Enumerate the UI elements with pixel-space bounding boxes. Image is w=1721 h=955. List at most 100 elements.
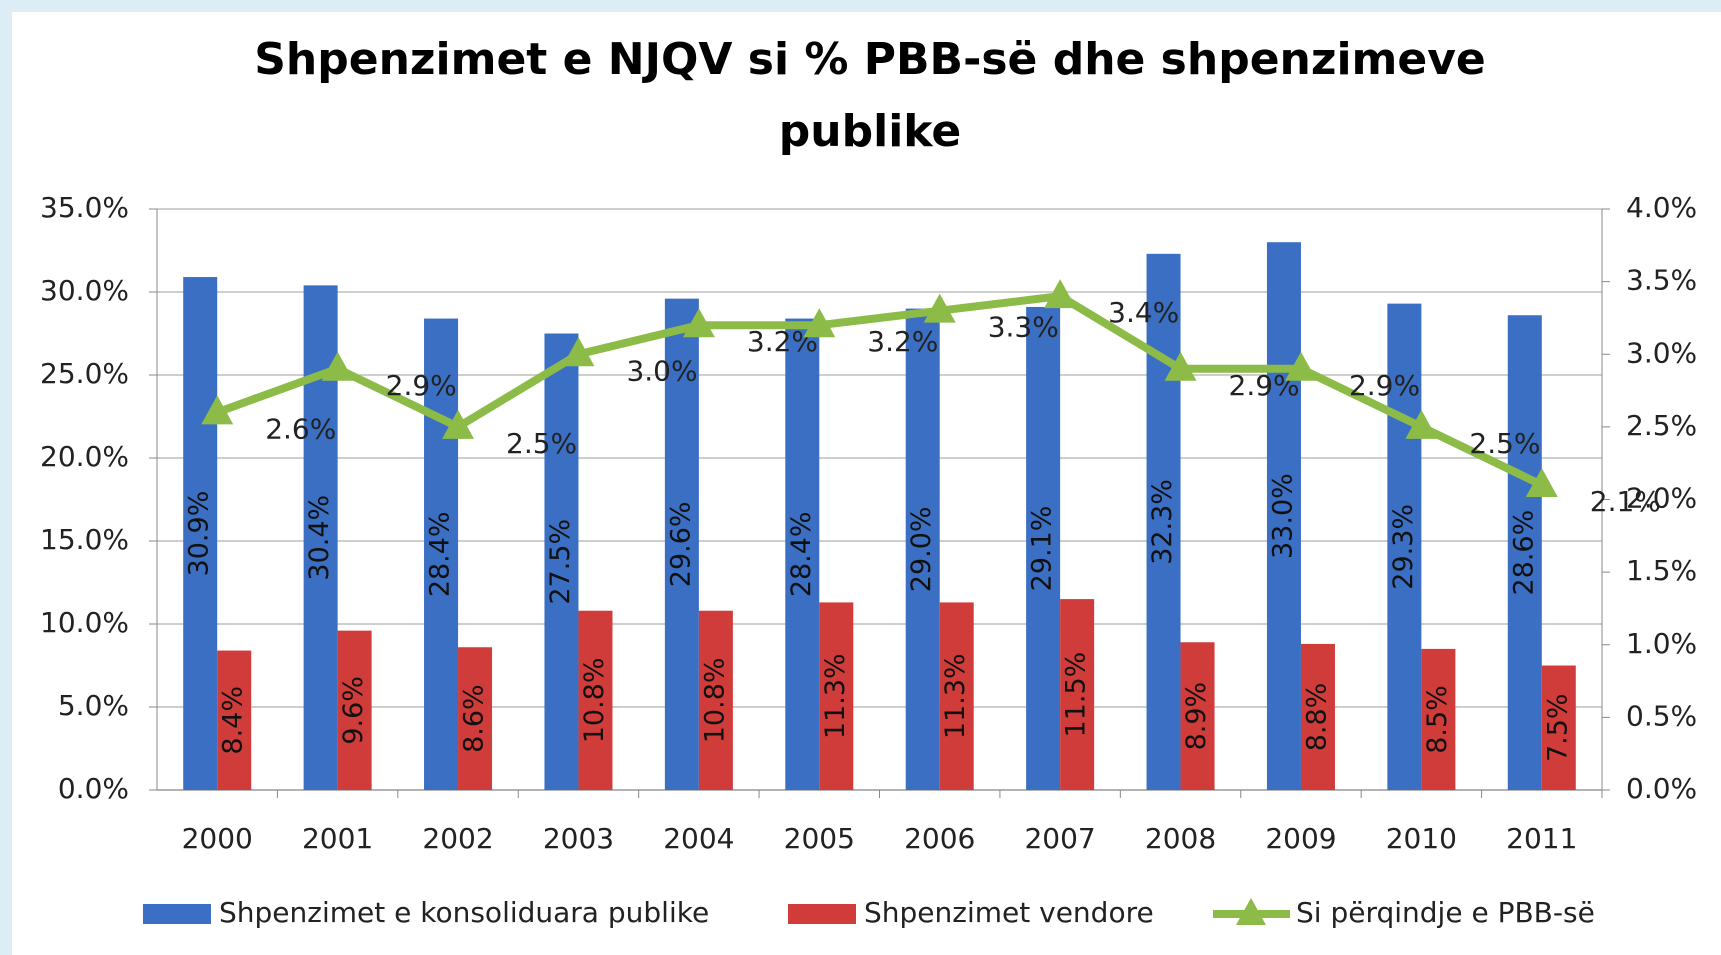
line-marker [442,409,475,439]
line-value-label: 2.9% [386,369,457,402]
bar-value-label: 29.1% [1027,506,1058,592]
line-value-label: 3.3% [988,311,1059,344]
bar-value-label: 30.9% [184,491,215,577]
x-tick-label: 2005 [784,822,855,855]
x-tick-label: 2010 [1386,822,1457,855]
bar [1541,665,1576,790]
line-value-label: 3.2% [747,325,818,358]
y2-tick-label: 2.5% [1626,409,1697,442]
bar-value-label: 11.5% [1061,652,1092,738]
bar-value-label: 7.5% [1542,693,1573,762]
bar-value-label: 11.3% [820,653,851,739]
x-tick-label: 2000 [182,822,253,855]
line-value-label: 3.2% [867,325,938,358]
bar-value-label: 33.0% [1267,473,1298,559]
bar-value-label: 8.6% [459,684,490,753]
y-tick-label: 20.0% [40,440,129,473]
y2-tick-label: 2.0% [1626,482,1697,515]
bar [578,610,613,790]
bar [905,308,940,790]
bar-value-label: 8.8% [1301,683,1332,752]
line-marker [1525,467,1558,497]
bar [664,298,699,790]
y-tick-label: 30.0% [40,274,129,307]
bar [1507,315,1542,790]
y2-tick-label: 1.0% [1626,627,1697,660]
bar [183,277,218,790]
line-marker [682,308,715,338]
y2-tick-label: 3.0% [1626,336,1697,369]
bar-value-label: 29.0% [906,506,937,592]
y2-tick-label: 0.0% [1626,772,1697,805]
x-tick-label: 2001 [302,822,373,855]
bar-value-label: 11.3% [940,653,971,739]
bar-value-label: 10.8% [579,657,610,743]
legend-label: Shpenzimet e konsoliduara publike [219,896,709,929]
legend-swatch [788,904,856,924]
bar [698,610,733,790]
bar [1387,303,1422,790]
bar [1180,642,1215,790]
bar-value-label: 30.4% [304,495,335,581]
line-marker [803,308,836,338]
bar-value-label: 32.3% [1147,479,1178,565]
bar [458,647,493,790]
bar [1421,648,1456,790]
line-marker [562,337,595,367]
bar [819,602,854,790]
bar [337,630,372,790]
bar [1266,242,1301,790]
x-tick-label: 2006 [904,822,975,855]
bar [424,318,459,790]
bar-value-label: 28.4% [786,511,817,597]
chart-title: Shpenzimet e NJQV si % PBB-së dhe shpenz… [254,34,1486,157]
y-tick-label: 0.0% [58,772,129,805]
bar [1146,253,1181,790]
bar-value-label: 29.6% [665,501,696,587]
x-tick-label: 2008 [1145,822,1216,855]
y2-tick-label: 4.0% [1626,191,1697,224]
bar [1300,643,1335,790]
line-marker [201,395,234,425]
bar [1026,306,1061,790]
bar [217,650,252,790]
y-tick-label: 35.0% [40,191,129,224]
line-marker [1284,351,1317,381]
line-value-label: 2.5% [1469,427,1540,460]
line-value-label: 2.6% [265,412,336,445]
legend-swatch [143,904,211,924]
y-tick-label: 25.0% [40,357,129,390]
line-value-label: 3.4% [1108,296,1179,329]
y-tick-label: 15.0% [40,523,129,556]
bar-value-label: 28.4% [425,511,456,597]
line-value-label: 2.5% [506,427,577,460]
bar [544,333,579,790]
bar [785,318,820,790]
line [215,292,1544,489]
line-marker [1405,409,1438,439]
bar-value-label: 27.5% [545,519,576,605]
x-tick-label: 2002 [422,822,493,855]
y-tick-label: 5.0% [58,689,129,722]
legend-label: Si përqindje e PBB-së [1296,896,1595,929]
line-value-label: 2.9% [1349,369,1420,402]
bar [1060,599,1095,790]
x-tick-label: 2004 [663,822,734,855]
x-tick-label: 2003 [543,822,614,855]
x-tick-label: 2007 [1024,822,1095,855]
chart-frame [12,12,1721,955]
bar-value-label: 10.8% [699,657,730,743]
bar-value-label: 28.6% [1508,510,1539,596]
bar-value-label: 29.3% [1388,504,1419,590]
bar-value-label: 8.9% [1181,682,1212,751]
bar [939,602,974,790]
y-tick-label: 10.0% [40,606,129,639]
line-value-label: 2.1% [1590,485,1661,518]
x-tick-label: 2011 [1506,822,1577,855]
x-tick-label: 2009 [1265,822,1336,855]
line-marker [923,293,956,323]
legend-swatch-marker [1236,898,1266,925]
y2-tick-label: 0.5% [1626,699,1697,732]
